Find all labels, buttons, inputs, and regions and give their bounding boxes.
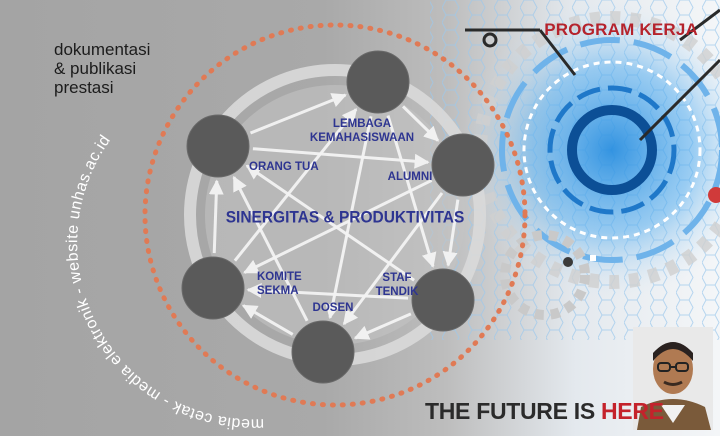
node-label-komite: KOMITE SEKMA xyxy=(257,271,302,297)
node-circles xyxy=(181,50,495,384)
node-label-dosen: DOSEN xyxy=(313,302,354,314)
portrait-photo xyxy=(633,327,713,430)
tech-rings xyxy=(473,11,720,320)
orbit-dotted-ring xyxy=(142,22,528,408)
slogan-main: THE FUTURE IS xyxy=(425,398,601,424)
slogan: THE FUTURE IS HERE xyxy=(425,398,664,425)
intro-line: dokumentasi xyxy=(54,40,151,59)
node-labels: LEMBAGA KEMAHASISWAAN ALUMNI STAF TENDIK DOSE… xyxy=(249,118,432,314)
node-label-lembaga: LEMBAGA KEMAHASISWAAN xyxy=(310,118,414,144)
node-dosen xyxy=(291,320,355,384)
connection-arrow xyxy=(208,179,224,254)
node-komite xyxy=(181,256,245,320)
connection-arrow xyxy=(252,147,430,169)
connection-arrow xyxy=(401,105,440,142)
connection-arrows xyxy=(208,93,460,340)
node-alumni xyxy=(431,133,495,197)
connection-arrow xyxy=(442,199,460,267)
center-label: SINERGITAS & PRODUKTIVITAS xyxy=(226,209,465,226)
connection-arrow xyxy=(245,164,415,282)
connection-arrow xyxy=(246,283,409,300)
intro-line: & publikasi xyxy=(54,59,137,78)
slogan-accent: HERE xyxy=(600,398,664,424)
node-staf xyxy=(411,268,475,332)
node-label-orangtua: ORANG TUA xyxy=(249,161,319,173)
intro-text: dokumentasi & publikasi prestasi xyxy=(54,40,150,97)
node-label-alumni: ALUMNI xyxy=(388,171,433,183)
connection-arrow xyxy=(353,312,412,340)
connection-arrow xyxy=(342,192,444,326)
node-lembaga xyxy=(346,50,410,114)
connection-arrow xyxy=(232,175,309,322)
intro-line: prestasi xyxy=(54,78,114,97)
connection-arrow xyxy=(249,93,347,135)
page-title: PROGRAM KERJA xyxy=(544,20,698,39)
node-orangtua xyxy=(186,114,250,178)
connection-arrow xyxy=(233,108,358,262)
connection-arrow xyxy=(325,115,373,320)
node-label-staf: STAF TENDIK xyxy=(376,272,420,298)
tech-lines xyxy=(465,8,720,142)
red-dot xyxy=(708,187,720,203)
connection-arrow xyxy=(241,304,294,336)
